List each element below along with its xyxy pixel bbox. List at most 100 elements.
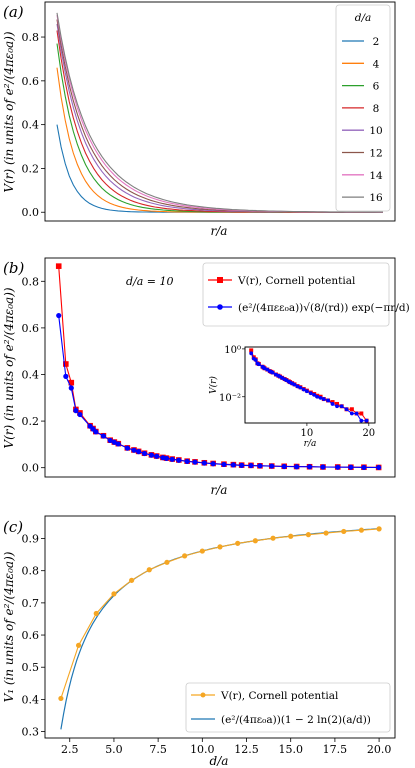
inset-cornell-point-36 — [349, 407, 354, 412]
inset-approx-point-25 — [305, 389, 309, 394]
panel-c-cornell-point-11 — [252, 538, 258, 544]
panel-b-approx-point-26 — [221, 461, 227, 468]
panel-b-inset-x-label: r/a — [304, 439, 317, 449]
panel-c-y-axis-label: V₁ (in units of e²/(4πε₀a)) — [2, 551, 16, 702]
panel-c-cornell-point-1 — [75, 642, 82, 648]
panel-a-x-axis-label: r/a — [211, 224, 228, 238]
panel-c-cornell-point-13 — [288, 533, 294, 539]
inset-x-tick-label-1: 20 — [362, 428, 375, 439]
panel-c-cornell-point-15 — [323, 530, 329, 536]
panel-b-approx-point-10 — [111, 439, 117, 445]
inset-approx-point-28 — [315, 394, 320, 399]
panel-b-approx-point-27 — [230, 462, 236, 468]
panel-b-approx-point-20 — [169, 456, 175, 462]
inset-approx-point-34 — [339, 404, 344, 409]
panel-c-y-tick-label-3: 0.6 — [22, 629, 40, 642]
panel-c-x-tick-label-6: 17.5 — [323, 743, 348, 756]
panel-c-y-tick-label-6: 0.9 — [22, 533, 40, 546]
inset-approx-point-31 — [326, 398, 330, 403]
panel-c-frame — [44, 515, 396, 739]
panel-c-cornell-point-2 — [93, 610, 99, 617]
panel-c-cornell-line — [60, 528, 380, 699]
panel-c-cornell-point-14 — [305, 532, 311, 538]
panel-a-legend: d/a 2 4 6 8 10 12 14 16 — [335, 4, 391, 212]
panel-b-approx-point-4 — [77, 411, 83, 418]
panel-b-legend-circle-marker — [217, 304, 223, 310]
inset-approx-point-26 — [308, 391, 313, 396]
panel-b-approx-point-8 — [100, 433, 107, 439]
panel-a-y-ticks: 0.0 0.2 0.4 0.6 0.8 — [22, 31, 45, 219]
panel-b-cornell-point-0 — [55, 263, 62, 269]
inset-approx-point-37 — [354, 411, 359, 416]
panel-b-approx-point-32 — [281, 463, 287, 470]
panel-c-cornell-point-6 — [164, 559, 170, 565]
panel-b-x-axis-label: r/a — [211, 483, 228, 497]
panel-c-x-tick-label-7: 20.0 — [367, 743, 392, 756]
panel-b-legend-square-marker — [217, 277, 223, 283]
panel-b-approx-point-0 — [56, 312, 62, 319]
panel-b-legend-label-cornell: V(r), Cornell potential — [237, 275, 356, 287]
panel-c-y-tick-label-2: 0.5 — [22, 661, 40, 674]
panel-a-legend-title: d/a — [355, 12, 372, 24]
panel-b-approx-point-14 — [136, 449, 142, 455]
panel-c-label: (c) — [3, 518, 23, 536]
panel-c-cornell-point-18 — [376, 526, 382, 532]
panel-b-label: (b) — [3, 259, 24, 277]
panel-b-y-axis-label: V(r) (in units of e²/(4πε₀a)) — [2, 287, 16, 448]
panel-b-inset-series — [249, 348, 369, 423]
panel-b-approx-point-24 — [201, 460, 207, 466]
panel-b-approx-point-2 — [68, 385, 74, 391]
panel-b-approx-point-36 — [335, 464, 341, 470]
inset-approx-point-22 — [295, 384, 300, 389]
panel-c-y-tick-label-4: 0.7 — [22, 597, 40, 610]
inset-cornell-point-0 — [249, 348, 254, 353]
panel-c-ticks: 0.3 0.4 0.5 0.6 0.7 0.8 0.9 2.5 5.0 7.5 10.0 12.5 15… — [22, 533, 392, 756]
inset-approx-point-29 — [318, 395, 323, 400]
inset-approx-point-0 — [249, 351, 254, 356]
panel-b-approx-point-12 — [124, 445, 130, 451]
inset-approx-point-36 — [349, 411, 354, 416]
inset-approx-point-32 — [330, 402, 335, 406]
inset-approx-point-11 — [270, 370, 275, 375]
panel-a-frame — [44, 1, 396, 222]
inset-approx-point-4 — [256, 362, 261, 367]
panel-b-approx-point-34 — [306, 464, 313, 470]
panel-c-cornell-point-8 — [199, 548, 205, 554]
panel-b-annotation: d/a = 10 — [126, 275, 174, 288]
panel-b-approx-point-30 — [257, 463, 263, 469]
panel-a-series-line-2 — [56, 124, 383, 213]
inset-cornell-point-38 — [359, 411, 364, 416]
inset-approx-point-24 — [301, 387, 306, 392]
panel-c-cornell-point-16 — [341, 528, 347, 535]
inset-approx-point-30 — [321, 397, 326, 401]
panel-a-legend-label-6: 6 — [373, 81, 380, 93]
panel-b-inset-y-label: V(r) — [208, 376, 219, 394]
inset-approx-point-23 — [298, 385, 303, 390]
panel-b-approx-point-11 — [115, 441, 121, 447]
panel-a-legend-label-2: 2 — [373, 36, 380, 48]
panel-b-approx-point-33 — [294, 464, 300, 470]
panel-b-legend-box — [202, 262, 390, 327]
panel-b-approx-point-31 — [269, 463, 275, 469]
panel-b-approx-point-37 — [348, 464, 354, 470]
panel-c-x-tick-label-1: 5.0 — [105, 743, 123, 756]
panel-b-y-tick-label-4: 0.8 — [22, 275, 40, 288]
panel-c-x-axis-label: d/a — [210, 754, 229, 768]
panel-a-series-line-8 — [56, 30, 383, 213]
panel-a-legend-label-12: 12 — [369, 148, 382, 160]
panel-b-y-tick-label-1: 0.2 — [22, 415, 40, 428]
panel-c-y-tick-label-0: 0.3 — [22, 726, 40, 739]
panel-b-approx-point-29 — [248, 462, 254, 469]
inset-approx-point-21 — [292, 382, 297, 387]
panel-c-y-tick-label-5: 0.8 — [22, 565, 40, 578]
panel-b-cornell-point-2 — [68, 379, 75, 386]
panel-b-legend: V(r), Cornell potential (e²/(4πεε₀a))√(8… — [202, 262, 410, 327]
panel-c-cornell-point-7 — [182, 553, 188, 559]
panel-c-legend-circle-marker — [200, 692, 206, 698]
panel-b-approx-point-22 — [184, 458, 190, 464]
panel-b-approx-point-1 — [63, 373, 69, 379]
panel-a-series-line-14 — [56, 15, 383, 213]
inset-approx-point-2 — [253, 358, 258, 362]
panel-b-approx-point-13 — [131, 447, 137, 453]
panel-b-approx-point-28 — [239, 462, 245, 468]
